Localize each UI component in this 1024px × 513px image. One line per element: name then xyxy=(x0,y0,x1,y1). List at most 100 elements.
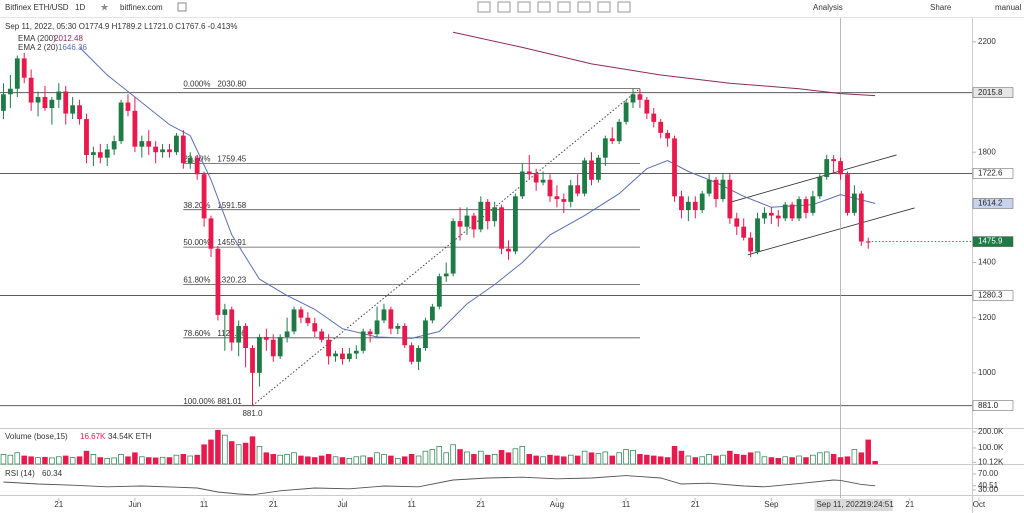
icon[interactable] xyxy=(557,1,571,13)
volume-bar xyxy=(104,458,110,465)
candle-body xyxy=(685,201,691,211)
volume-bar xyxy=(7,454,14,465)
candle-body xyxy=(513,196,518,252)
candle-body xyxy=(672,138,677,197)
candle-body xyxy=(568,185,574,202)
fib-price: 1591.58 xyxy=(217,201,246,210)
volume-bar xyxy=(360,455,366,465)
volume-bar xyxy=(49,457,55,465)
candle-body xyxy=(222,309,228,315)
y-tick-label: 10.12K xyxy=(978,457,1004,466)
candle-body xyxy=(1,94,6,111)
candle-body xyxy=(582,160,587,194)
volume-bar xyxy=(62,455,69,465)
candle-body xyxy=(257,336,262,373)
volume-bar xyxy=(242,442,249,465)
candle-body xyxy=(229,309,235,343)
analysis-button[interactable]: Analysis xyxy=(813,3,843,12)
volume-bar xyxy=(111,457,117,465)
candle-body xyxy=(658,121,664,133)
icon[interactable] xyxy=(617,1,631,13)
candle-body xyxy=(499,207,504,249)
candle-body xyxy=(533,174,539,183)
volume-bar xyxy=(125,456,131,465)
volume-bar xyxy=(851,449,858,465)
volume-bar xyxy=(374,452,380,465)
price-label: 1722.6 xyxy=(978,169,1003,178)
candle-body xyxy=(575,185,581,194)
volume-bar xyxy=(830,454,837,465)
candle-body xyxy=(554,196,560,200)
volume-bar xyxy=(727,450,733,465)
volume-bar xyxy=(201,444,207,465)
volume-bar xyxy=(747,452,754,465)
volume-bar xyxy=(457,449,463,465)
volume-bar xyxy=(844,456,851,465)
x-tick-label: 21 xyxy=(269,500,278,509)
y-tick-label: 1200 xyxy=(978,313,996,322)
candle-body xyxy=(402,325,408,346)
volume-bar xyxy=(422,450,429,465)
candle-body xyxy=(838,161,843,175)
volume-bar xyxy=(298,455,304,465)
volume-bar xyxy=(395,458,401,465)
price-label: 1614.2 xyxy=(978,199,1003,208)
volume-bar xyxy=(609,455,616,465)
candle-body xyxy=(132,110,138,147)
volume-bar xyxy=(291,452,297,465)
volume-bar xyxy=(678,450,685,465)
icon[interactable] xyxy=(517,1,531,13)
volume-bar xyxy=(803,457,809,465)
candle-body xyxy=(104,149,110,158)
volume-bar xyxy=(817,452,823,465)
candle-body xyxy=(333,353,338,357)
icon[interactable] xyxy=(597,1,611,13)
y-tick-label: 1000 xyxy=(978,368,996,377)
candle-body xyxy=(630,94,636,103)
candle-body xyxy=(208,218,214,249)
fib-ratio: 38.20% xyxy=(183,201,210,210)
candle-body xyxy=(97,152,103,158)
volume-bar xyxy=(76,456,83,465)
icon[interactable] xyxy=(497,1,511,13)
candle-body xyxy=(851,193,857,213)
volume-bar xyxy=(561,456,567,465)
volume-bar xyxy=(318,455,325,465)
share-button[interactable]: Share xyxy=(930,3,952,12)
legend-name: EMA 2 (20) xyxy=(18,43,58,52)
y-tick-label: 2200 xyxy=(978,37,996,46)
fib-ratio: 61.80% xyxy=(183,276,210,285)
volume-bar xyxy=(42,456,48,465)
volume-bar xyxy=(657,456,664,465)
fib-ratio: 100.00% xyxy=(183,397,215,406)
volume-bar xyxy=(637,454,643,465)
candle-body xyxy=(471,215,477,230)
volume-bar xyxy=(443,452,449,465)
candle-body xyxy=(609,138,615,142)
price-label-bg xyxy=(972,198,1014,209)
icon[interactable] xyxy=(477,1,491,13)
star-icon[interactable]: ★ xyxy=(100,3,109,14)
candle-body xyxy=(423,320,428,349)
interval[interactable]: 1D xyxy=(75,3,85,12)
price-label-bg xyxy=(972,87,1014,98)
icon[interactable] xyxy=(537,1,551,13)
fib-price: 1759.45 xyxy=(217,154,246,163)
mode[interactable]: manual xyxy=(995,3,1021,12)
volume-bar xyxy=(381,454,387,465)
volume-bar xyxy=(436,446,443,465)
icon[interactable] xyxy=(577,1,591,13)
candle-body xyxy=(236,325,242,343)
link-icon[interactable] xyxy=(177,2,187,12)
ohlc-info: Sep 11, 2022, 05:30 O1774.9 H1789.2 L172… xyxy=(5,22,237,31)
fib-trend xyxy=(252,88,641,407)
site[interactable]: bitfinex.com xyxy=(120,3,163,12)
crosshair-label-bg xyxy=(814,499,893,511)
volume-bar xyxy=(789,457,795,465)
volume-bar xyxy=(782,456,788,465)
candle-body xyxy=(865,241,871,243)
volume-bar xyxy=(478,450,484,465)
y-tick-label: 30.00 xyxy=(978,485,999,494)
x-tick-label: 11 xyxy=(407,500,416,509)
volume-bar xyxy=(222,434,228,465)
